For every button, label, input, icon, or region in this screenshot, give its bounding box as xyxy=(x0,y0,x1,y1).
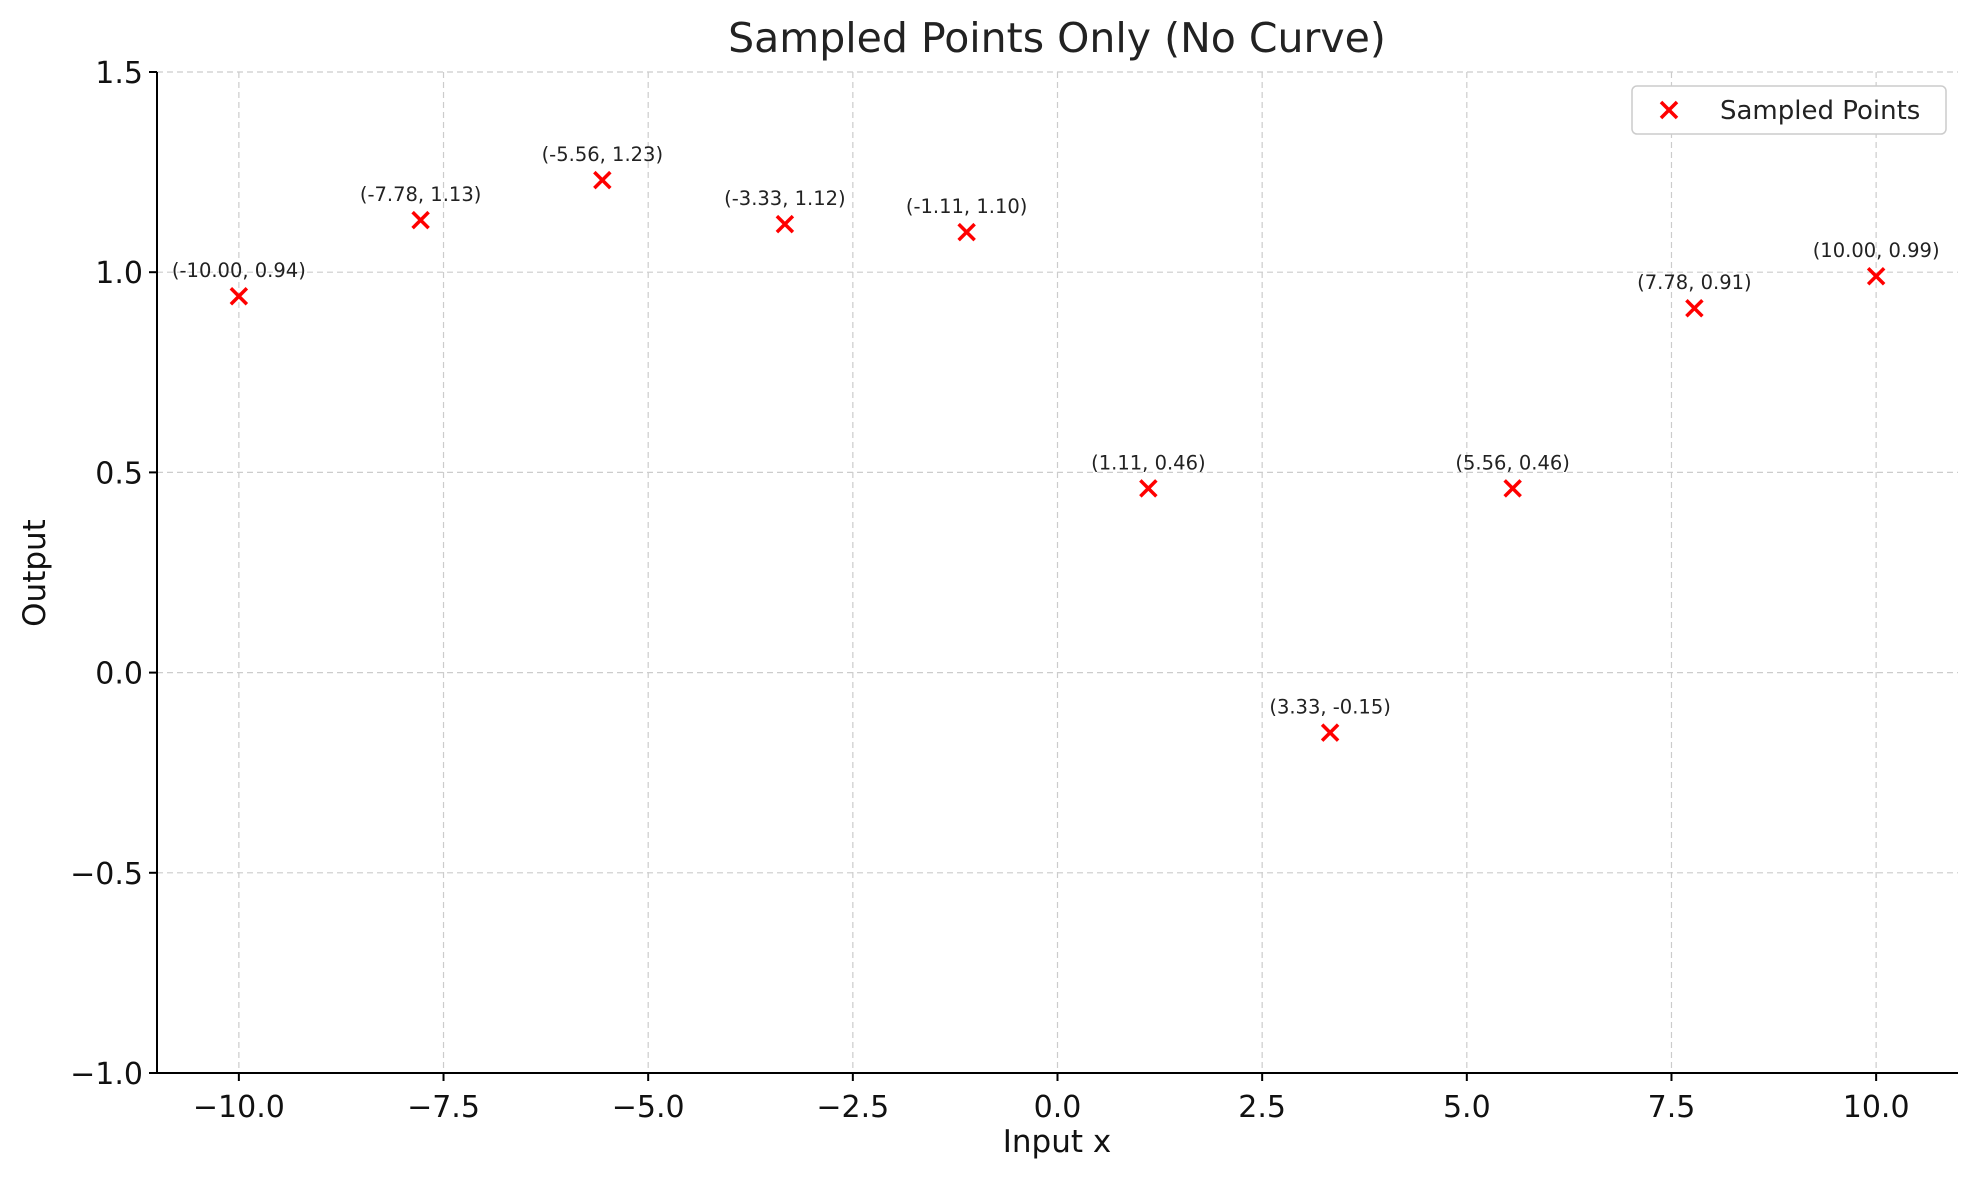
y-tick-label: −0.5 xyxy=(70,857,143,892)
data-point-label: (7.78, 0.91) xyxy=(1637,271,1751,294)
legend-label: Sampled Points xyxy=(1720,96,1920,126)
data-point-label: (5.56, 0.46) xyxy=(1455,451,1569,474)
data-point-x-marker xyxy=(411,210,430,230)
y-tick-label: 0.0 xyxy=(95,657,143,692)
point-labels: (-10.00, 0.94) (-7.78, 1.13) (-5.56, 1.23)… xyxy=(172,143,1940,719)
x-tick-label: −2.5 xyxy=(816,1090,889,1125)
data-point-x-marker xyxy=(1685,298,1704,318)
legend-box xyxy=(1631,85,1947,135)
data-point-x-marker xyxy=(229,286,249,306)
legend: Sampled Points xyxy=(1631,85,1947,135)
data-points xyxy=(229,170,1886,742)
data-point-label: (-7.78, 1.13) xyxy=(360,183,482,206)
data-point-label: (1.11, 0.46) xyxy=(1091,451,1205,474)
data-point-label: (-10.00, 0.94) xyxy=(172,259,306,282)
data-point-label: (-3.33, 1.12) xyxy=(724,187,846,210)
x-tick-label: 7.5 xyxy=(1648,1090,1696,1125)
grid xyxy=(157,71,1958,1074)
data-point-x-marker xyxy=(1320,723,1340,742)
data-point-label: (-5.56, 1.23) xyxy=(542,143,664,166)
data-point-label: (3.33, -0.15) xyxy=(1269,696,1391,719)
x-axis-title: Input x xyxy=(1003,1124,1111,1160)
x-tick-label: 2.5 xyxy=(1238,1090,1286,1125)
data-point-x-marker xyxy=(1139,479,1158,498)
x-tick-label: 0.0 xyxy=(1034,1090,1082,1125)
data-point-x-marker xyxy=(775,214,795,234)
data-point-x-marker xyxy=(957,222,976,242)
chart-title: Sampled Points Only (No Curve) xyxy=(728,14,1386,62)
y-tick-label: 1.5 xyxy=(95,56,143,91)
y-axis-title: Output xyxy=(17,519,53,627)
y-tick-label: −1.0 xyxy=(70,1057,143,1092)
data-point-x-marker xyxy=(1866,266,1886,286)
data-point-x-marker xyxy=(593,170,612,190)
legend-marker-x-icon xyxy=(1659,100,1679,120)
data-point-label: (10.00, 0.99) xyxy=(1813,239,1940,262)
y-tick-label: 1.0 xyxy=(95,256,143,291)
x-tick-label: 5.0 xyxy=(1443,1090,1491,1125)
y-tick-label: 0.5 xyxy=(95,456,143,491)
x-tick-label: −7.5 xyxy=(407,1090,480,1125)
ticks: −10.0 −7.5 −5.0 −2.5 0.0 2.5 5.0 7.5 10.0 −1.0 −0.… xyxy=(70,56,1909,1125)
x-tick-label: 10.0 xyxy=(1843,1090,1910,1125)
x-tick-label: −5.0 xyxy=(612,1090,685,1125)
data-point-label: (-1.11, 1.10) xyxy=(906,195,1028,218)
data-point-x-marker xyxy=(1503,479,1522,498)
x-tick-label: −10.0 xyxy=(193,1090,285,1125)
